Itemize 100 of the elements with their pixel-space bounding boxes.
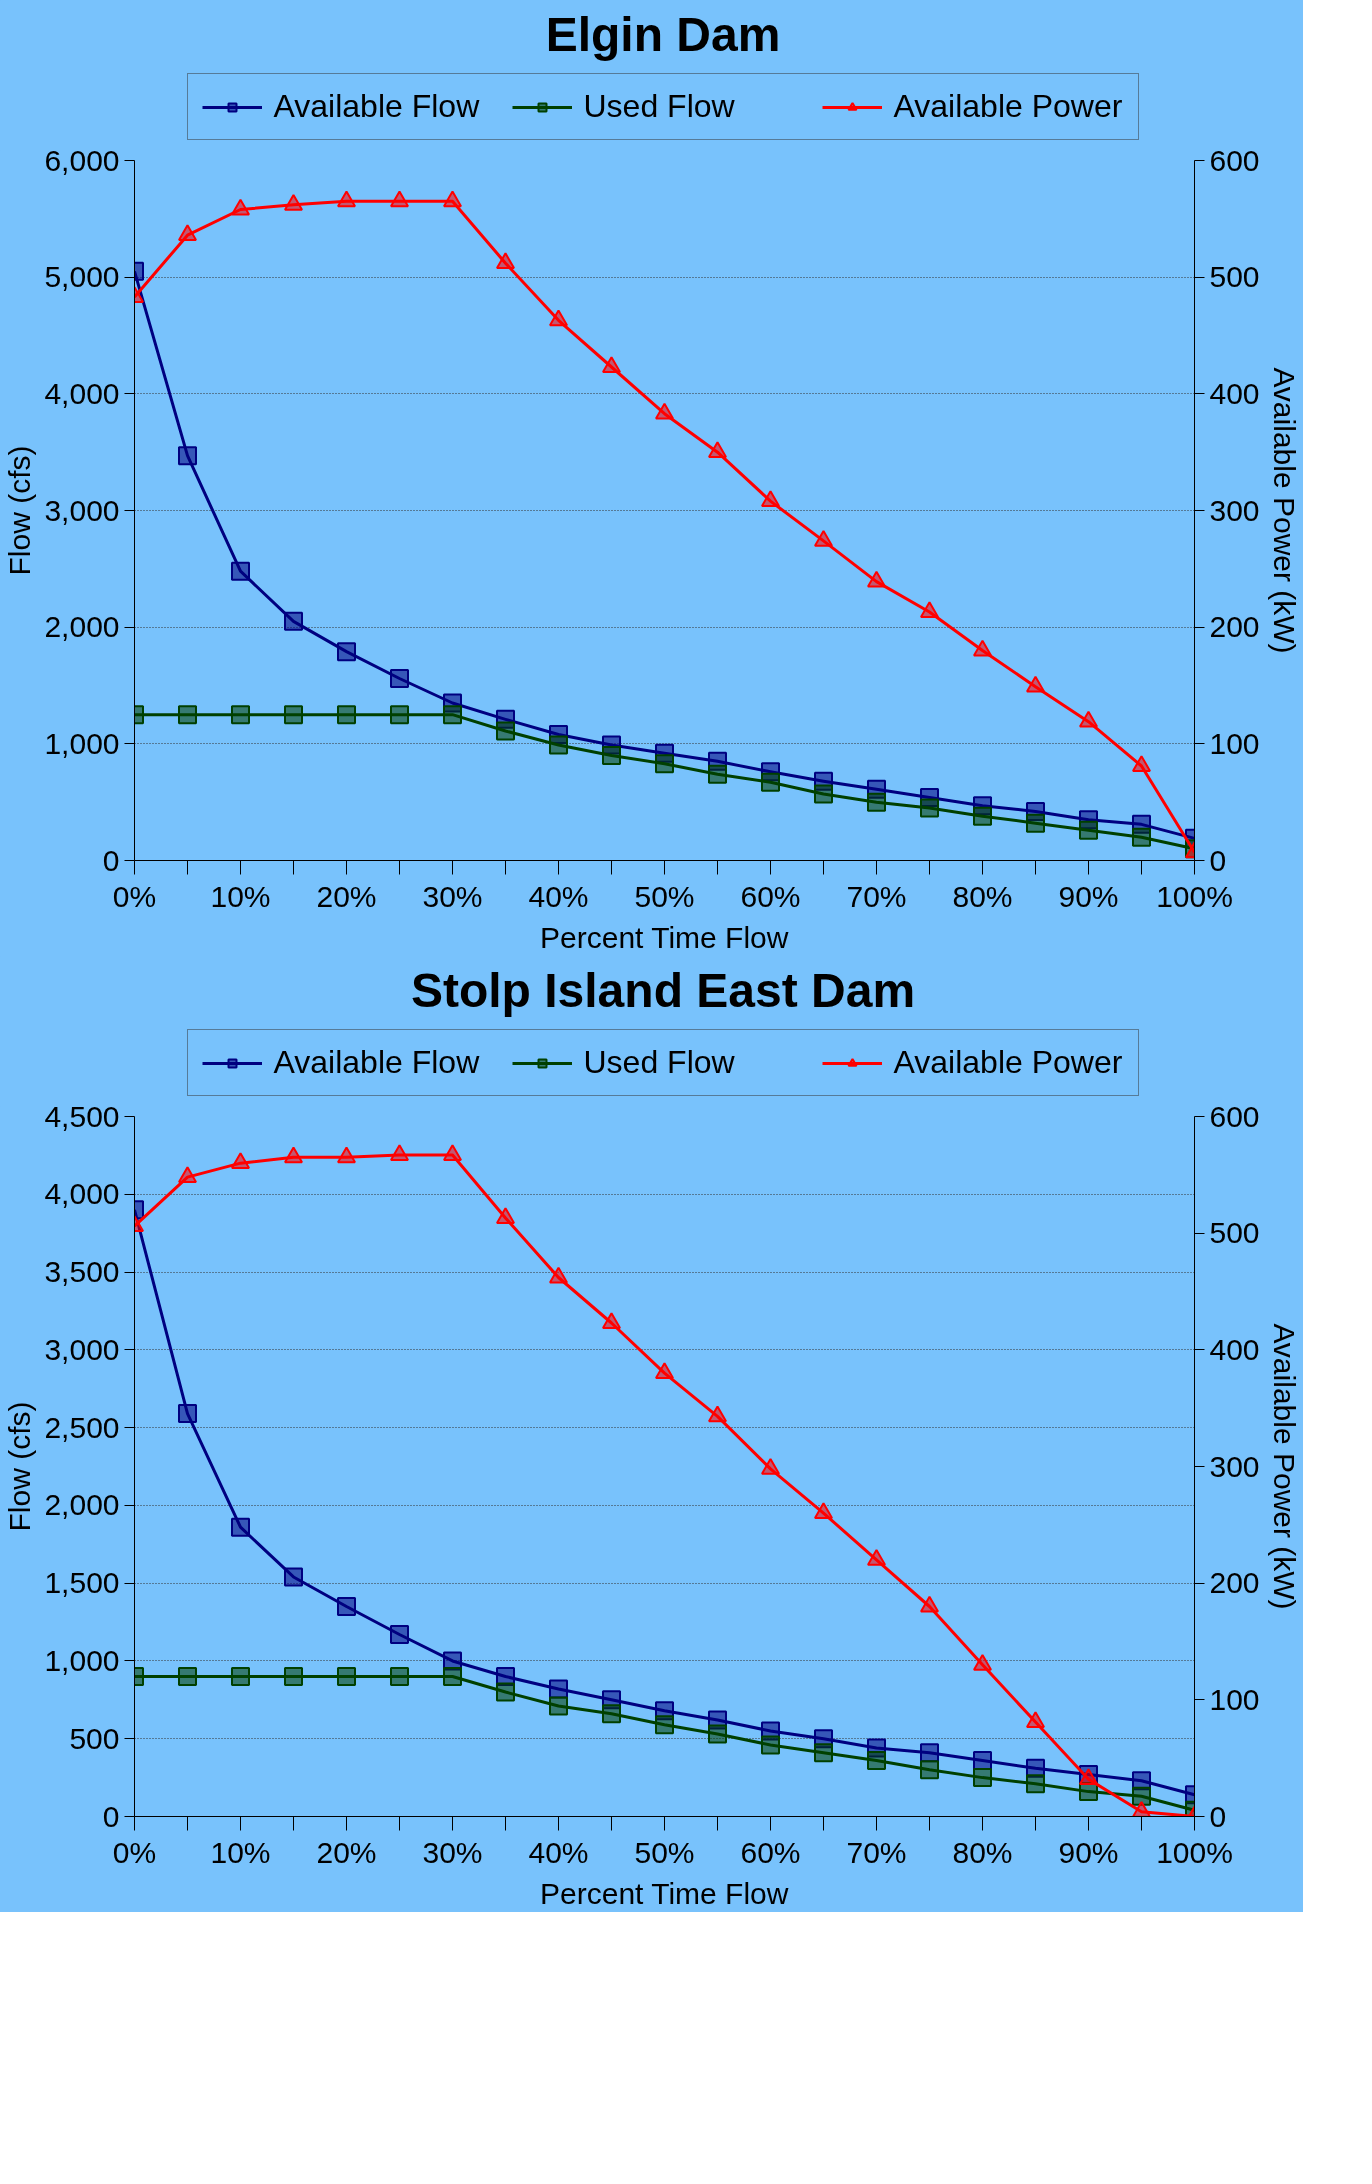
point — [337, 1667, 356, 1686]
x-tick-label: 40% — [528, 879, 589, 913]
point — [178, 224, 197, 242]
legend-label: Available Power — [893, 1044, 1124, 1081]
point — [814, 784, 833, 804]
y-tick-label: 3,000 — [44, 1332, 120, 1366]
point — [602, 356, 621, 373]
point — [655, 1715, 674, 1735]
point — [443, 190, 462, 208]
y2-tick-label: 200 — [1209, 1566, 1260, 1600]
legend-label: Available Flow — [273, 1044, 481, 1081]
point — [178, 1166, 197, 1184]
x-tick-label: 60% — [740, 1835, 801, 1869]
point — [1079, 710, 1098, 728]
point — [178, 446, 197, 466]
y2-axis-title: Available Power (kW) — [1267, 1323, 1301, 1610]
point — [973, 1768, 992, 1788]
point — [761, 772, 780, 792]
point — [443, 705, 462, 725]
point — [655, 754, 674, 774]
point — [708, 441, 727, 459]
y-axis-title: Flow (cfs) — [3, 1401, 37, 1532]
point — [920, 1743, 939, 1763]
point — [337, 705, 356, 725]
point — [496, 721, 515, 741]
point — [178, 1667, 197, 1686]
x-tick-label: 30% — [422, 1835, 483, 1869]
point — [231, 1152, 250, 1170]
y2-tick-label: 600 — [1209, 143, 1260, 177]
y-axis-title: Flow (cfs) — [3, 445, 37, 576]
point — [549, 309, 568, 327]
point — [390, 669, 409, 688]
point — [178, 1404, 197, 1424]
point — [1079, 820, 1098, 840]
point — [1132, 827, 1151, 847]
point — [231, 705, 250, 725]
point — [920, 1760, 939, 1780]
y2-tick-label: 300 — [1209, 1449, 1260, 1483]
x-tick-label: 20% — [316, 879, 377, 913]
legend-label: Used Flow — [583, 1044, 736, 1081]
point — [549, 1266, 568, 1284]
y2-tick-label: 600 — [1209, 1099, 1260, 1133]
point — [1026, 675, 1045, 693]
legend-label: Used Flow — [583, 88, 736, 125]
point — [231, 198, 250, 216]
chart-title: Elgin Dam — [545, 7, 781, 61]
point — [549, 1696, 568, 1716]
y-tick-label: 3,500 — [44, 1255, 120, 1289]
y2-tick-label: 100 — [1209, 726, 1260, 760]
point — [284, 705, 303, 725]
point — [496, 1207, 515, 1224]
point — [549, 1679, 568, 1699]
x-tick-label: 90% — [1058, 879, 1119, 913]
point — [814, 1502, 833, 1520]
x-tick-label: 100% — [1156, 879, 1233, 913]
point — [867, 1549, 886, 1566]
point — [761, 490, 780, 508]
point — [1132, 1786, 1151, 1806]
point — [602, 746, 621, 765]
point — [1026, 1711, 1045, 1728]
x-tick-label: 20% — [316, 1835, 377, 1869]
point — [920, 601, 939, 618]
x-tick-label: 50% — [634, 879, 695, 913]
point — [496, 252, 515, 270]
point — [867, 792, 886, 812]
point — [443, 1667, 462, 1686]
y-tick-label: 5,000 — [44, 260, 120, 294]
point — [973, 1751, 992, 1770]
point — [602, 1312, 621, 1329]
y-tick-label: 6,000 — [44, 143, 120, 177]
point — [178, 705, 197, 725]
point — [973, 1654, 992, 1671]
point — [390, 705, 409, 725]
y-tick-label: 500 — [69, 1721, 120, 1755]
x-tick-label: 80% — [952, 1835, 1013, 1869]
point — [761, 1735, 780, 1755]
y2-tick-label: 500 — [1209, 260, 1260, 294]
point — [337, 1597, 356, 1616]
point — [920, 798, 939, 818]
point — [231, 1667, 250, 1686]
point — [390, 1144, 409, 1161]
y2-tick-label: 100 — [1209, 1682, 1260, 1716]
point — [655, 1362, 674, 1380]
point — [708, 764, 727, 784]
point — [284, 194, 303, 211]
x-tick-label: 10% — [210, 1835, 271, 1869]
point — [496, 1682, 515, 1702]
point — [231, 561, 250, 581]
point — [973, 639, 992, 657]
x-tick-label: 70% — [846, 879, 907, 913]
point — [708, 1724, 727, 1744]
point — [867, 1751, 886, 1770]
chart-title: Stolp Island East Dam — [410, 963, 916, 1017]
y2-tick-label: 0 — [1209, 843, 1227, 877]
point — [814, 1743, 833, 1763]
y-tick-label: 0 — [102, 1799, 120, 1833]
x-tick-label: 10% — [210, 879, 271, 913]
y-tick-label: 1,500 — [44, 1566, 120, 1600]
point — [284, 1667, 303, 1686]
point — [443, 1144, 462, 1161]
